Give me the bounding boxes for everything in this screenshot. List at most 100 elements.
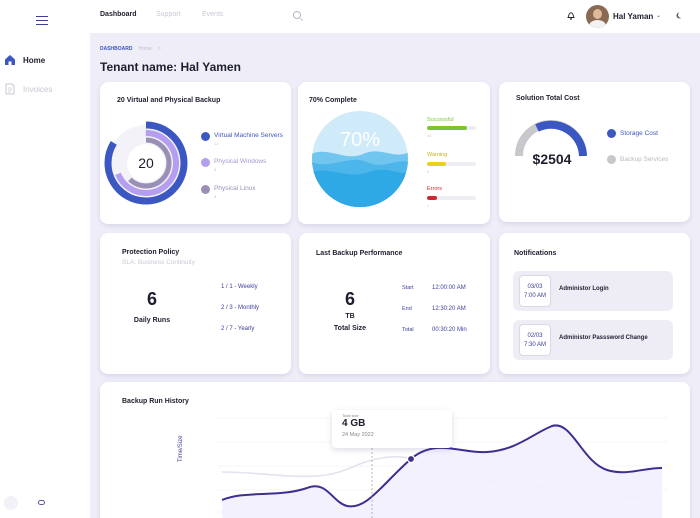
legend-label: Storage Cost	[620, 130, 658, 137]
cost-card: Solution Total Cost $2504 Storage Cost B…	[499, 82, 690, 222]
status-label-warning: Warning	[427, 152, 448, 158]
notification-text: Administor Login	[559, 286, 609, 292]
history-area	[222, 425, 662, 518]
history-series-primary	[221, 424, 663, 508]
legend-item: Backup Services	[607, 155, 668, 164]
perf-label-total: Total	[402, 327, 414, 333]
bar-fill	[427, 162, 446, 166]
bar-fill	[427, 126, 468, 130]
chart-tooltip: Total size 4 GB 24 May 2022	[332, 410, 452, 448]
daily-runs-value: 6	[146, 289, 157, 309]
notification-date: 02/03 7:30 AM	[519, 324, 551, 356]
bar-fill	[427, 196, 437, 200]
donut-segment-vm	[104, 121, 188, 205]
search-icon[interactable]	[293, 11, 301, 19]
tab-support[interactable]: Support	[156, 11, 181, 18]
legend-dot	[201, 132, 210, 141]
chevron-down-icon[interactable]: ⌄	[656, 13, 662, 19]
tooltip-label: Total size	[342, 413, 359, 418]
sidebar-item-invoices[interactable]: Invoices	[4, 80, 52, 98]
complete-card: 70% Complete 70% Successful 14 Warning 5…	[298, 82, 490, 224]
tooltip-date: 24 May 2022	[342, 432, 374, 438]
notification-item[interactable]: 03/03 7:00 AM Administor Login	[513, 271, 673, 311]
topbar: Dashboard Support Events Hal Yaman ⌄	[90, 0, 700, 33]
y-axis-label: Time/Size	[178, 435, 184, 462]
collapse-button[interactable]	[4, 496, 18, 510]
legend-label: Backup Services	[620, 156, 669, 163]
legend-dot	[607, 155, 616, 164]
total-size-unit: TB	[345, 313, 355, 320]
notification-date-day: 03/03	[527, 284, 543, 290]
perf-value-total: 00:30:20 Min	[432, 327, 467, 333]
perf-label-end: End	[402, 306, 412, 312]
card-title: Protection Policy	[122, 249, 180, 256]
donut-segment-linux	[120, 137, 172, 189]
legend-label: Physical Linux	[214, 185, 256, 192]
status-bar-warning	[427, 162, 476, 166]
tooltip-value: 4 GB	[342, 418, 366, 429]
total-size-label: Total Size	[333, 325, 367, 332]
breadcrumb-root[interactable]: DASHBOARD	[100, 46, 133, 52]
status-count: 14	[427, 133, 432, 138]
bell-icon[interactable]	[567, 11, 575, 20]
gauge-segment-storage	[535, 120, 587, 157]
legend-sub: 12	[214, 141, 219, 146]
legend-sub: 8	[214, 194, 217, 199]
notification-text: Administor Passsword Change	[559, 335, 648, 341]
notification-item[interactable]: 02/03 7:30 AM Administor Passsword Change	[513, 320, 673, 360]
status-bar-errors	[427, 196, 476, 200]
backup-card: 20 Virtual and Physical Backup 20 Virtua…	[100, 82, 291, 224]
chat-icon[interactable]	[38, 500, 45, 505]
sidebar-item-label: Home	[23, 55, 46, 65]
avatar[interactable]	[586, 5, 609, 28]
progress-wave-chart	[312, 111, 408, 207]
perf-label-start: Start	[402, 285, 414, 291]
card-subtitle: SLA: Business Continuity	[122, 259, 195, 266]
menu-icon[interactable]	[36, 16, 48, 25]
breadcrumb-separator: >	[157, 46, 161, 52]
protection-card: Protection Policy SLA: Business Continui…	[100, 233, 291, 374]
status-label-errors: Errors	[427, 186, 442, 192]
notifications-card: Notifications 03/03 7:00 AM Administor Lo…	[499, 233, 690, 374]
status-count: 5	[427, 169, 430, 174]
home-icon	[5, 55, 15, 65]
sidebar-item-label: Invoices	[23, 84, 53, 94]
donut-center-value: 20	[138, 155, 154, 171]
legend-item: Virtual Machine Servers 12	[201, 132, 283, 146]
tooltip-point[interactable]	[406, 454, 416, 464]
legend-label: Virtual Machine Servers	[214, 132, 283, 139]
status-count: 1	[427, 203, 430, 208]
tab-events[interactable]: Events	[202, 11, 224, 18]
legend-dot	[201, 185, 210, 194]
backup-donut-chart	[104, 121, 188, 205]
card-title: Solution Total Cost	[516, 95, 580, 102]
legend-item: Storage Cost	[607, 129, 658, 138]
moon-icon[interactable]	[678, 12, 684, 18]
status-label-successful: Successful	[427, 117, 454, 123]
invoice-icon	[5, 83, 15, 95]
legend-sub: 8	[214, 167, 217, 172]
card-title: Last Backup Performance	[316, 250, 403, 257]
tab-dashboard[interactable]: Dashboard	[100, 11, 137, 18]
performance-card: Last Backup Performance 6 TB Total Size …	[299, 233, 490, 374]
daily-runs-label: Daily Runs	[133, 317, 171, 324]
status-bar-successful	[427, 126, 476, 130]
history-card: Backup Run History Time/Size Total size …	[100, 382, 690, 518]
donut-segment-windows	[113, 130, 179, 196]
legend-item: Physical Linux 8	[201, 185, 256, 199]
history-line-chart	[217, 417, 667, 518]
cost-gauge-chart	[515, 120, 587, 157]
legend-dot	[201, 158, 210, 167]
policy-yearly: 2 / 7 - Yearly	[221, 326, 255, 332]
page-title: Tenant name: Hal Yamen	[100, 60, 241, 74]
breadcrumb-current: Home	[138, 46, 152, 52]
policy-weekly: 1 / 1 - Weekly	[221, 284, 258, 290]
sidebar-item-home[interactable]: Home	[4, 51, 45, 69]
notification-date: 03/03 7:00 AM	[519, 275, 551, 307]
card-title: 20 Virtual and Physical Backup	[117, 97, 221, 104]
user-name[interactable]: Hal Yaman	[613, 12, 654, 21]
notification-date-time: 7:30 AM	[523, 342, 546, 348]
progress-center-value: 70%	[339, 129, 381, 151]
card-title: Notifications	[514, 250, 557, 257]
notification-date-time: 7:00 AM	[523, 293, 546, 299]
